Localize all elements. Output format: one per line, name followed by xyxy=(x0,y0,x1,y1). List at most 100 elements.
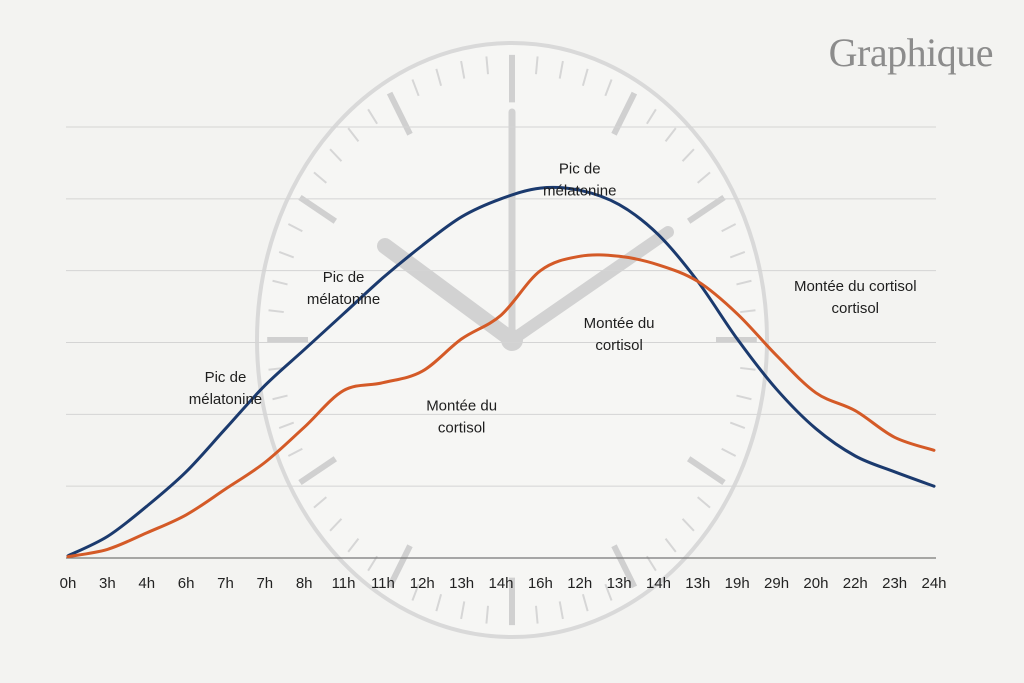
clock-minute-tick xyxy=(287,223,303,233)
clock-minute-tick xyxy=(721,447,737,457)
x-axis-tick-labels: 0h 3h 4h 6h 7h 7h 8h 11h 11h 12h 13h 14h 16h 12h 13h 14… xyxy=(60,575,947,592)
clock-minute-tick xyxy=(558,60,564,79)
annotation-line: Pic de xyxy=(559,161,601,178)
clock-minute-tick xyxy=(534,605,539,624)
annotation-line: cortisol xyxy=(832,300,880,317)
clock-hour-tick xyxy=(386,544,413,589)
chart-annotation: Pic de mélatonine xyxy=(189,369,262,408)
annotation-line: mélatonine xyxy=(307,291,380,308)
clock-hour-tick xyxy=(611,544,638,589)
x-tick-label: 24h xyxy=(921,575,946,592)
x-tick-label: 20h xyxy=(803,575,828,592)
clock-minute-tick xyxy=(268,309,284,314)
annotation-line: Pic de xyxy=(323,269,365,286)
x-tick-label: 13h xyxy=(685,575,710,592)
chart-annotation: Pic de mélatonine xyxy=(543,161,616,200)
clock-minute-tick xyxy=(278,421,295,430)
clock-minute-tick xyxy=(435,593,443,612)
clock-minute-tick xyxy=(435,68,443,87)
chart-annotations: Pic de mélatonine Pic de mélatonine Pic de mé… xyxy=(189,161,917,437)
clock-minute-tick xyxy=(329,148,343,162)
clock-minute-tick xyxy=(697,171,711,184)
clock-minute-tick xyxy=(287,447,303,457)
x-tick-label: 23h xyxy=(882,575,907,592)
clock-icon xyxy=(255,41,769,639)
x-tick-label: 22h xyxy=(843,575,868,592)
clock-minute-tick xyxy=(460,601,466,620)
x-tick-label: 12h xyxy=(567,575,592,592)
clock-center xyxy=(501,329,523,351)
x-tick-label: 12h xyxy=(410,575,435,592)
annotation-line: cortisol xyxy=(595,337,643,354)
chart-annotation: Pic de mélatonine xyxy=(307,269,380,308)
clock-hour-tick xyxy=(298,456,338,486)
clock-minute-tick xyxy=(664,538,677,553)
x-tick-label: 7h xyxy=(217,575,234,592)
clock-minute-tick xyxy=(329,518,343,532)
clock-minute-tick xyxy=(646,108,657,125)
clock-minute-tick xyxy=(581,68,589,87)
annotation-line: Montée du cortisol xyxy=(794,278,917,295)
clock-minute-tick xyxy=(278,250,295,259)
x-tick-label: 11h xyxy=(332,575,356,592)
clock-minute-tick xyxy=(367,108,378,125)
x-tick-label: 13h xyxy=(449,575,474,592)
chart-annotation: Montée du cortisol xyxy=(426,398,497,437)
annotation-line: mélatonine xyxy=(189,391,262,408)
annotation-line: Montée du xyxy=(584,315,655,332)
clock-minute-tick xyxy=(367,555,378,572)
clock-minute-tick xyxy=(581,593,589,612)
clock-minute-tick xyxy=(485,605,490,624)
clock-minute-tick xyxy=(411,583,420,601)
x-tick-label: 3h xyxy=(99,575,116,592)
series-line-2 xyxy=(66,253,936,559)
clock-minute-tick xyxy=(485,56,490,75)
x-tick-label: 19h xyxy=(725,575,750,592)
clock-minute-tick xyxy=(740,366,756,371)
x-tick-label: 4h xyxy=(138,575,155,592)
clock-minute-tick xyxy=(729,421,746,430)
x-tick-label: 11h xyxy=(371,575,395,592)
annotation-line: mélatonine xyxy=(543,183,616,200)
clock-minute-tick xyxy=(736,394,752,401)
clock-minute-tick xyxy=(558,601,564,620)
annotation-line: cortisol xyxy=(438,420,486,437)
chart-annotation: Montée du cortisol cortisol xyxy=(794,278,917,317)
clock-minute-tick xyxy=(681,518,695,532)
clock-minute-tick xyxy=(740,309,756,314)
clock-hour-tick xyxy=(298,194,338,224)
chart-grid xyxy=(66,126,936,487)
clock-minute-tick xyxy=(272,394,288,401)
clock-minute-tick xyxy=(721,223,737,233)
clock-minute-tick xyxy=(604,79,613,97)
chart-series xyxy=(66,185,936,559)
clock-minute-tick xyxy=(736,279,752,286)
clock-minute-tick xyxy=(347,538,360,553)
clock-minute-hand xyxy=(506,226,674,346)
x-tick-label: 16h xyxy=(528,575,553,592)
clock-hour-hand xyxy=(377,238,520,348)
clock-minute-tick xyxy=(646,555,657,572)
clock-hour-tick xyxy=(686,456,726,486)
x-tick-label: 29h xyxy=(764,575,789,592)
clock-minute-tick xyxy=(604,583,613,601)
brand-title: Graphique xyxy=(829,30,993,75)
clock-minute-tick xyxy=(664,127,677,142)
x-tick-label: 6h xyxy=(178,575,195,592)
clock-hour-tick xyxy=(686,194,726,224)
clock-minute-tick xyxy=(534,56,539,75)
clock-minute-tick xyxy=(697,496,711,509)
clock-minute-tick xyxy=(681,148,695,162)
x-tick-label: 8h xyxy=(296,575,313,592)
clock-minute-tick xyxy=(313,496,327,509)
x-tick-label: 13h xyxy=(607,575,632,592)
clock-minute-tick xyxy=(411,79,420,97)
x-tick-label: 14h xyxy=(646,575,671,592)
clock-minute-tick xyxy=(347,127,360,142)
x-tick-label: 14h xyxy=(488,575,513,592)
x-tick-label: 0h xyxy=(60,575,77,592)
annotation-line: Pic de xyxy=(205,369,247,386)
clock-minute-tick xyxy=(460,60,466,79)
annotation-line: Montée du xyxy=(426,398,497,415)
